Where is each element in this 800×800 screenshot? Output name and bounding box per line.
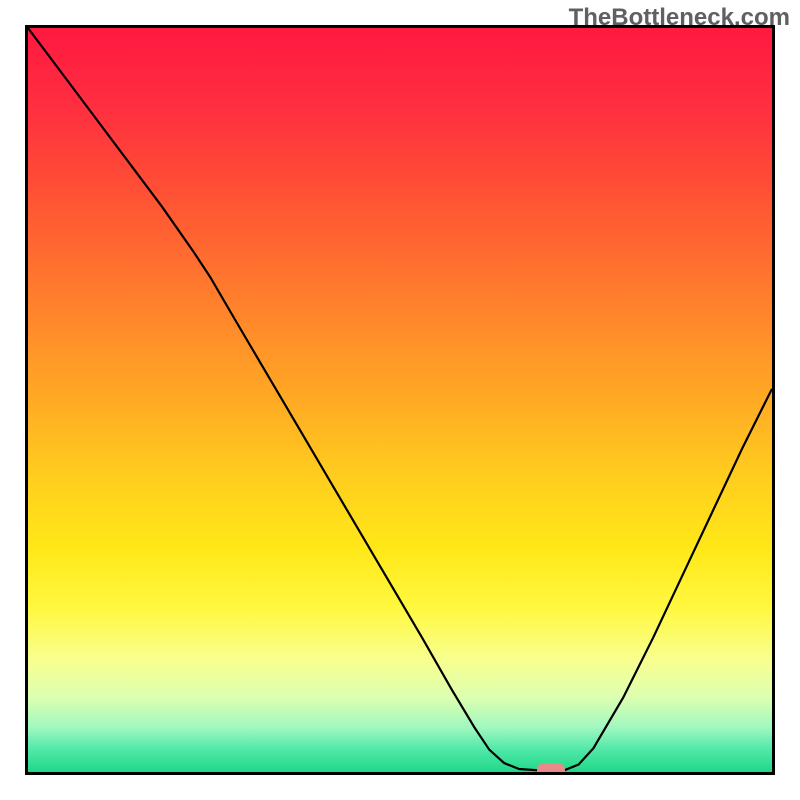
optimal-point-marker <box>537 763 565 775</box>
plot-area <box>25 25 775 775</box>
bottleneck-curve <box>28 28 772 772</box>
chart-container: TheBottleneck.com <box>0 0 800 800</box>
watermark-text: TheBottleneck.com <box>569 4 790 32</box>
